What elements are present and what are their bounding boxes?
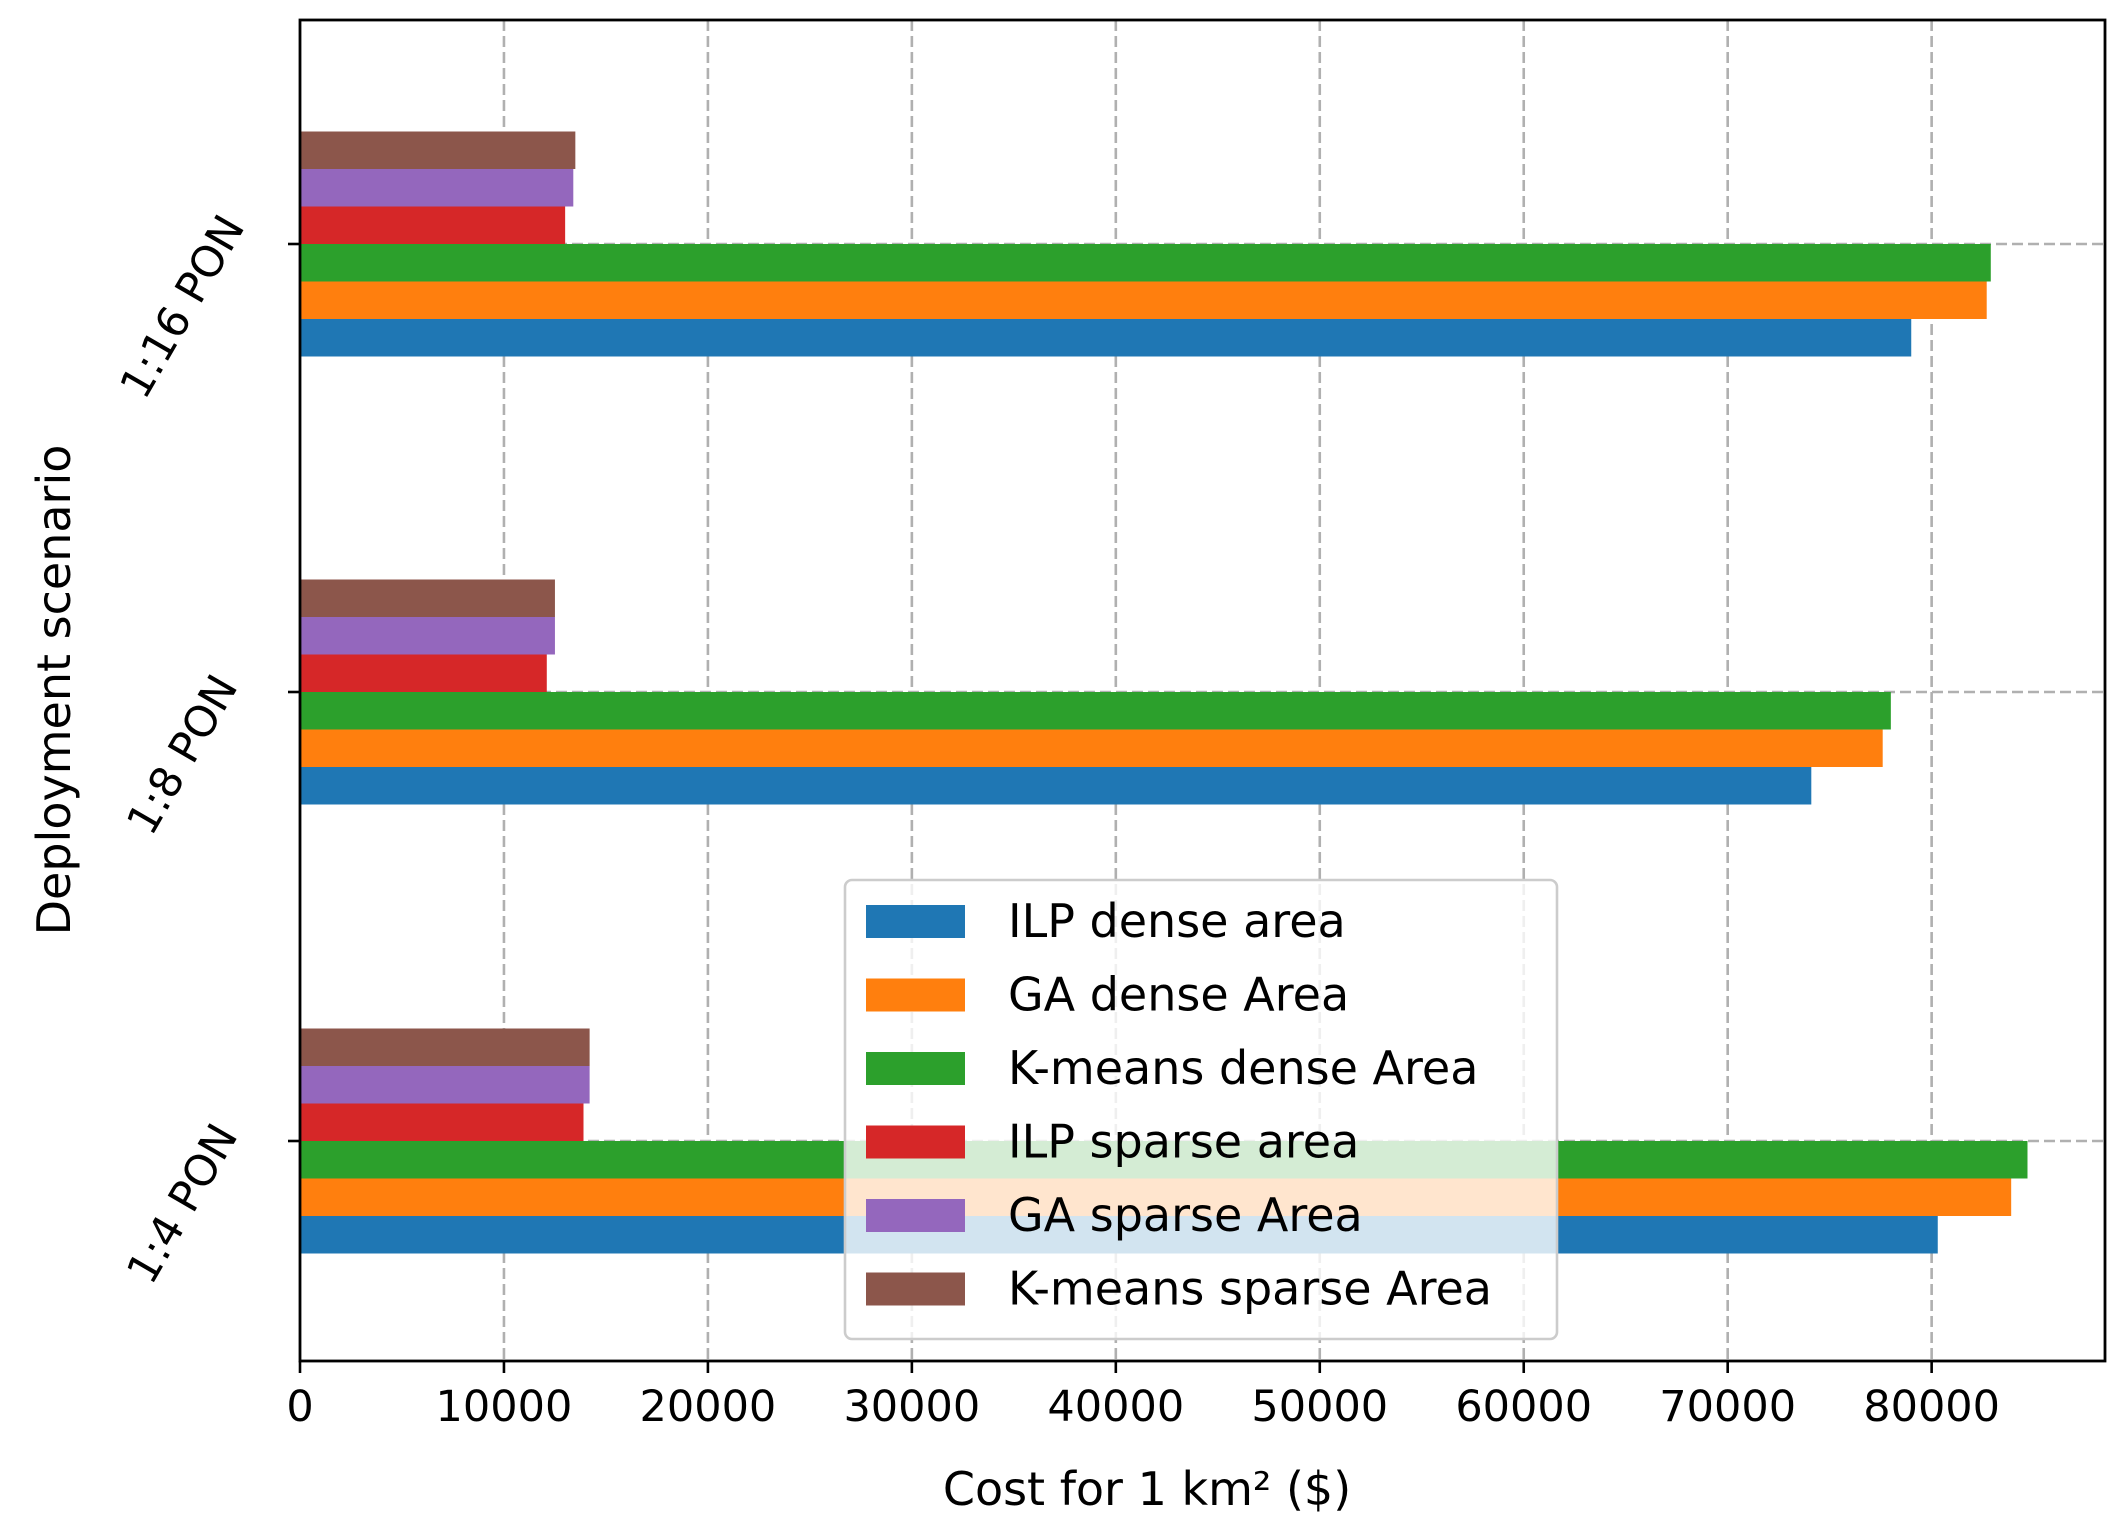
x-tick-label: 20000 — [640, 1382, 777, 1432]
legend-swatch — [866, 1125, 965, 1159]
bar — [300, 206, 566, 244]
bar — [300, 1028, 590, 1066]
legend-swatch — [866, 978, 965, 1012]
bar — [300, 1066, 590, 1104]
legend: ILP dense area GA dense Area K-means dense… — [843, 878, 1559, 1341]
bar — [300, 767, 1812, 805]
bar — [300, 729, 1883, 767]
x-axis-label: Cost for 1 km² ($) — [943, 1462, 1351, 1516]
bar — [300, 281, 1987, 319]
bar — [300, 617, 555, 655]
plot-frame — [298, 18, 2107, 1363]
bar — [300, 692, 1891, 730]
x-tick-label: 50000 — [1251, 1382, 1388, 1432]
legend-label: K-means dense Area — [1008, 1041, 1478, 1095]
legend-label: GA dense Area — [1008, 968, 1349, 1022]
bar — [300, 319, 1912, 357]
x-tick-label: 80000 — [1863, 1382, 2000, 1432]
legend-swatch — [866, 1052, 965, 1085]
bar — [300, 654, 547, 692]
x-axis-ticks: 0 10000 20000 30000 40000 50000 60000 70000 8000… — [286, 1361, 2000, 1432]
x-tick-label: 10000 — [436, 1382, 573, 1432]
bar — [300, 169, 574, 207]
x-tick-label: 30000 — [843, 1382, 980, 1432]
bar — [300, 131, 576, 169]
bar — [300, 1103, 584, 1141]
x-tick-label: 40000 — [1047, 1382, 1184, 1432]
legend-box — [843, 878, 1559, 1341]
x-tick-label: 60000 — [1455, 1382, 1592, 1432]
legend-swatch — [866, 905, 965, 938]
x-tick-label: 0 — [286, 1382, 313, 1432]
legend-label: K-means sparse Area — [1008, 1262, 1492, 1316]
legend-label: ILP dense area — [1008, 894, 1346, 948]
legend-swatch — [866, 1272, 965, 1306]
y-axis-label: Deployment scenario — [27, 445, 81, 936]
legend-label: ILP sparse area — [1008, 1115, 1359, 1169]
bar — [300, 244, 1991, 282]
legend-label: GA sparse Area — [1008, 1188, 1363, 1242]
bar — [300, 579, 555, 617]
legend-swatch — [866, 1199, 965, 1232]
x-tick-label: 70000 — [1659, 1382, 1796, 1432]
